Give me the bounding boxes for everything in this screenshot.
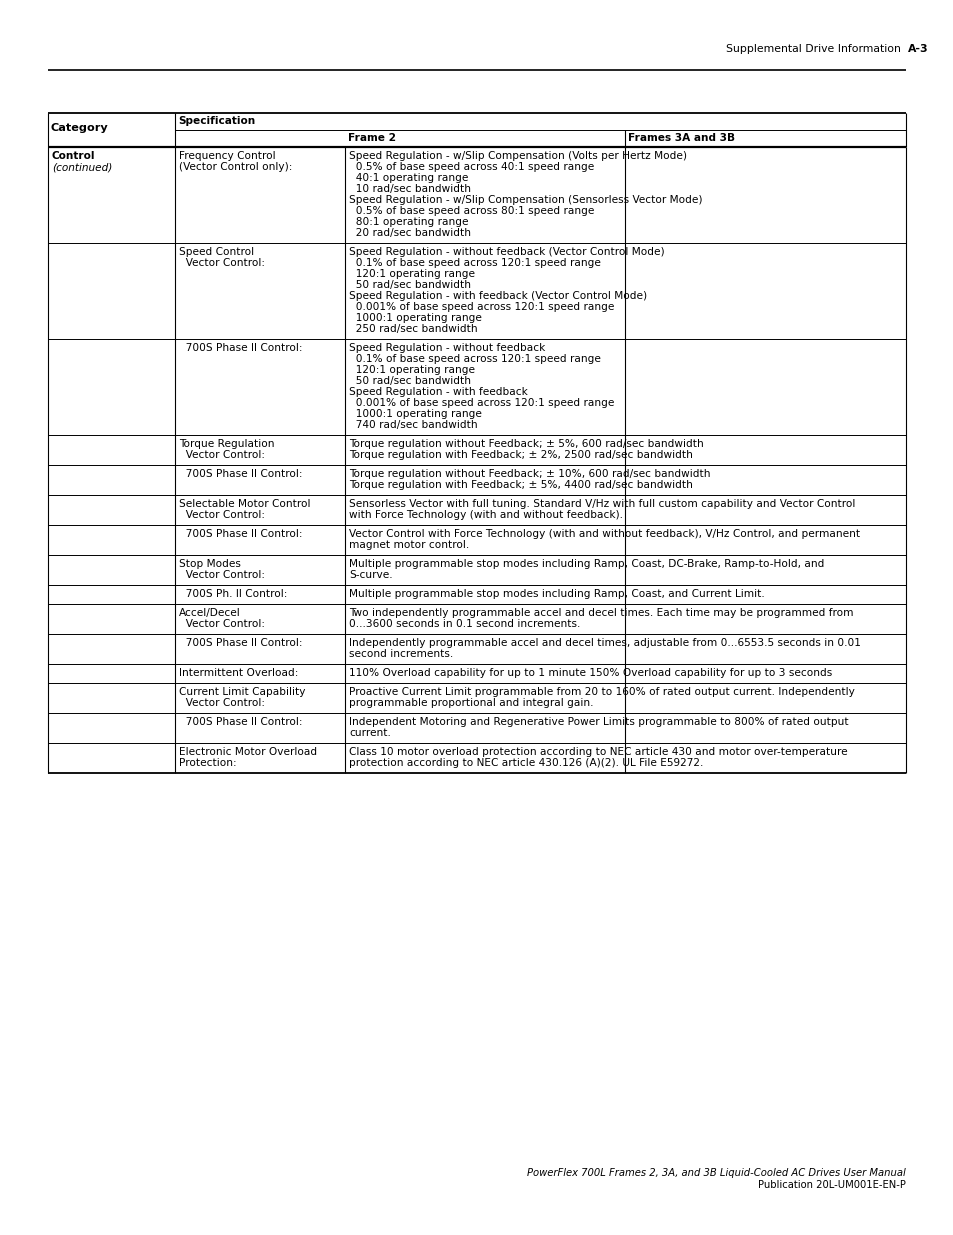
Text: Publication 20L-UM001E-EN-P: Publication 20L-UM001E-EN-P xyxy=(758,1179,905,1191)
Text: 0.5% of base speed across 80:1 speed range: 0.5% of base speed across 80:1 speed ran… xyxy=(349,206,594,216)
Text: Frame 2: Frame 2 xyxy=(348,133,395,143)
Text: Current Limit Capability: Current Limit Capability xyxy=(179,687,305,697)
Text: 700S Phase II Control:: 700S Phase II Control: xyxy=(179,469,302,479)
Text: Speed Regulation - with feedback: Speed Regulation - with feedback xyxy=(349,387,527,396)
Text: current.: current. xyxy=(349,727,391,739)
Text: 40:1 operating range: 40:1 operating range xyxy=(349,173,468,183)
Text: Independent Motoring and Regenerative Power Limits programmable to 800% of rated: Independent Motoring and Regenerative Po… xyxy=(349,718,848,727)
Text: 50 rad/sec bandwidth: 50 rad/sec bandwidth xyxy=(349,375,471,387)
Text: 250 rad/sec bandwidth: 250 rad/sec bandwidth xyxy=(349,324,477,333)
Text: 0.5% of base speed across 40:1 speed range: 0.5% of base speed across 40:1 speed ran… xyxy=(349,162,594,172)
Text: 20 rad/sec bandwidth: 20 rad/sec bandwidth xyxy=(349,228,471,238)
Text: Sensorless Vector with full tuning. Standard V/Hz with full custom capability an: Sensorless Vector with full tuning. Stan… xyxy=(349,499,855,509)
Text: programmable proportional and integral gain.: programmable proportional and integral g… xyxy=(349,698,593,708)
Text: Vector Control:: Vector Control: xyxy=(179,450,265,459)
Text: 700S Phase II Control:: 700S Phase II Control: xyxy=(179,343,302,353)
Text: Vector Control:: Vector Control: xyxy=(179,510,265,520)
Text: Speed Regulation - without feedback: Speed Regulation - without feedback xyxy=(349,343,545,353)
Text: Torque regulation with Feedback; ± 5%, 4400 rad/sec bandwidth: Torque regulation with Feedback; ± 5%, 4… xyxy=(349,480,692,490)
Text: 80:1 operating range: 80:1 operating range xyxy=(349,217,468,227)
Text: Category: Category xyxy=(51,124,109,133)
Text: Speed Regulation - w/Slip Compensation (Sensorless Vector Mode): Speed Regulation - w/Slip Compensation (… xyxy=(349,195,701,205)
Text: Independently programmable accel and decel times, adjustable from 0...6553.5 sec: Independently programmable accel and dec… xyxy=(349,638,860,648)
Text: Stop Modes: Stop Modes xyxy=(179,559,240,569)
Text: 1000:1 operating range: 1000:1 operating range xyxy=(349,312,481,324)
Text: S-curve.: S-curve. xyxy=(349,571,393,580)
Text: second increments.: second increments. xyxy=(349,650,453,659)
Text: Speed Regulation - without feedback (Vector Control Mode): Speed Regulation - without feedback (Vec… xyxy=(349,247,664,257)
Text: Vector Control:: Vector Control: xyxy=(179,698,265,708)
Text: 700S Ph. II Control:: 700S Ph. II Control: xyxy=(179,589,287,599)
Text: protection according to NEC article 430.126 (A)(2). UL File E59272.: protection according to NEC article 430.… xyxy=(349,758,702,768)
Text: Vector Control:: Vector Control: xyxy=(179,619,265,629)
Text: Torque regulation without Feedback; ± 5%, 600 rad/sec bandwidth: Torque regulation without Feedback; ± 5%… xyxy=(349,438,703,450)
Text: Frequency Control: Frequency Control xyxy=(179,151,275,161)
Text: 0.001% of base speed across 120:1 speed range: 0.001% of base speed across 120:1 speed … xyxy=(349,398,614,408)
Text: Supplemental Drive Information: Supplemental Drive Information xyxy=(725,44,900,54)
Text: Proactive Current Limit programmable from 20 to 160% of rated output current. In: Proactive Current Limit programmable fro… xyxy=(349,687,854,697)
Text: 120:1 operating range: 120:1 operating range xyxy=(349,366,475,375)
Text: 10 rad/sec bandwidth: 10 rad/sec bandwidth xyxy=(349,184,471,194)
Text: Protection:: Protection: xyxy=(179,758,236,768)
Text: Electronic Motor Overload: Electronic Motor Overload xyxy=(179,747,316,757)
Text: Multiple programmable stop modes including Ramp, Coast, and Current Limit.: Multiple programmable stop modes includi… xyxy=(349,589,764,599)
Text: Accel/Decel: Accel/Decel xyxy=(179,608,240,618)
Text: magnet motor control.: magnet motor control. xyxy=(349,540,469,550)
Text: Specification: Specification xyxy=(178,116,255,126)
Text: Vector Control with Force Technology (with and without feedback), V/Hz Control, : Vector Control with Force Technology (wi… xyxy=(349,529,860,538)
Text: Vector Control:: Vector Control: xyxy=(179,258,265,268)
Text: Control: Control xyxy=(52,151,95,161)
Text: 120:1 operating range: 120:1 operating range xyxy=(349,269,475,279)
Text: Two independently programmable accel and decel times. Each time may be programme: Two independently programmable accel and… xyxy=(349,608,853,618)
Text: 700S Phase II Control:: 700S Phase II Control: xyxy=(179,638,302,648)
Text: Torque regulation without Feedback; ± 10%, 600 rad/sec bandwidth: Torque regulation without Feedback; ± 10… xyxy=(349,469,710,479)
Text: Multiple programmable stop modes including Ramp, Coast, DC-Brake, Ramp-to-Hold, : Multiple programmable stop modes includi… xyxy=(349,559,823,569)
Text: 1000:1 operating range: 1000:1 operating range xyxy=(349,409,481,419)
Text: 50 rad/sec bandwidth: 50 rad/sec bandwidth xyxy=(349,280,471,290)
Text: Torque regulation with Feedback; ± 2%, 2500 rad/sec bandwidth: Torque regulation with Feedback; ± 2%, 2… xyxy=(349,450,692,459)
Text: 110% Overload capability for up to 1 minute 150% Overload capability for up to 3: 110% Overload capability for up to 1 min… xyxy=(349,668,831,678)
Text: 0.1% of base speed across 120:1 speed range: 0.1% of base speed across 120:1 speed ra… xyxy=(349,354,600,364)
Text: Speed Regulation - w/Slip Compensation (Volts per Hertz Mode): Speed Regulation - w/Slip Compensation (… xyxy=(349,151,686,161)
Text: (Vector Control only):: (Vector Control only): xyxy=(179,162,292,172)
Text: Speed Control: Speed Control xyxy=(179,247,253,257)
Text: A-3: A-3 xyxy=(907,44,927,54)
Text: 0.1% of base speed across 120:1 speed range: 0.1% of base speed across 120:1 speed ra… xyxy=(349,258,600,268)
Text: 700S Phase II Control:: 700S Phase II Control: xyxy=(179,529,302,538)
Text: Selectable Motor Control: Selectable Motor Control xyxy=(179,499,310,509)
Text: 740 rad/sec bandwidth: 740 rad/sec bandwidth xyxy=(349,420,477,430)
Text: with Force Technology (with and without feedback).: with Force Technology (with and without … xyxy=(349,510,622,520)
Text: (continued): (continued) xyxy=(52,162,112,172)
Text: Speed Regulation - with feedback (Vector Control Mode): Speed Regulation - with feedback (Vector… xyxy=(349,291,646,301)
Text: Intermittent Overload:: Intermittent Overload: xyxy=(179,668,298,678)
Text: 0...3600 seconds in 0.1 second increments.: 0...3600 seconds in 0.1 second increment… xyxy=(349,619,579,629)
Text: 700S Phase II Control:: 700S Phase II Control: xyxy=(179,718,302,727)
Text: Torque Regulation: Torque Regulation xyxy=(179,438,274,450)
Text: Class 10 motor overload protection according to NEC article 430 and motor over-t: Class 10 motor overload protection accor… xyxy=(349,747,846,757)
Text: 0.001% of base speed across 120:1 speed range: 0.001% of base speed across 120:1 speed … xyxy=(349,303,614,312)
Text: Vector Control:: Vector Control: xyxy=(179,571,265,580)
Text: Frames 3A and 3B: Frames 3A and 3B xyxy=(627,133,734,143)
Text: PowerFlex 700L Frames 2, 3A, and 3B Liquid-Cooled AC Drives User Manual: PowerFlex 700L Frames 2, 3A, and 3B Liqu… xyxy=(527,1168,905,1178)
